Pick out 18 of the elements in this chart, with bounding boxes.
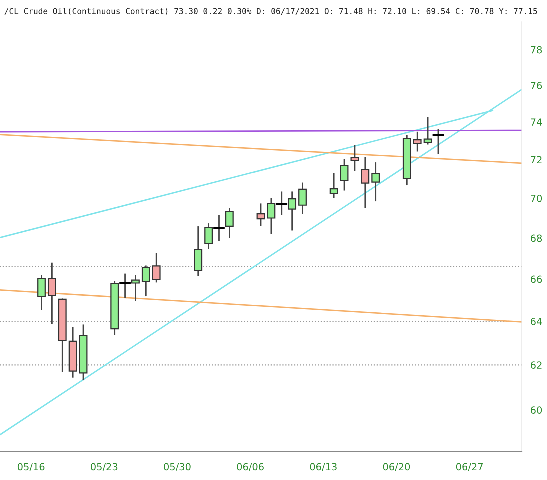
y-tick-label: 72 (531, 156, 542, 164)
x-tick-label: 05/30 (164, 463, 191, 472)
y-tick-label: 70 (531, 194, 542, 202)
y-tick-label: 62 (531, 362, 542, 369)
y-tick-label: 68 (531, 234, 542, 242)
x-tick-label: 05/23 (91, 463, 118, 472)
x-tick-label: 06/20 (383, 463, 410, 472)
chart-title: /CL Crude Oil(Continuous Contract) 73.30 0.22 0.30% D: 06/17/2021 O: 71.48 H: 72.10 L: 69.54 C: 70.78 Y: 77.15 (4, 8, 538, 16)
x-tick-label: 05/16 (18, 463, 45, 472)
y-tick-label: 78 (531, 46, 542, 54)
x-tick-label: 06/13 (310, 463, 337, 472)
x-tick-label: 06/27 (456, 463, 483, 472)
y-tick-label: 60 (531, 406, 542, 414)
y-tick-label: 64 (531, 318, 542, 326)
y-tick-label: 76 (531, 82, 542, 90)
y-tick-label: 74 (531, 118, 542, 126)
x-tick-label: 06/06 (237, 463, 264, 472)
y-tick-label: 66 (531, 276, 542, 284)
